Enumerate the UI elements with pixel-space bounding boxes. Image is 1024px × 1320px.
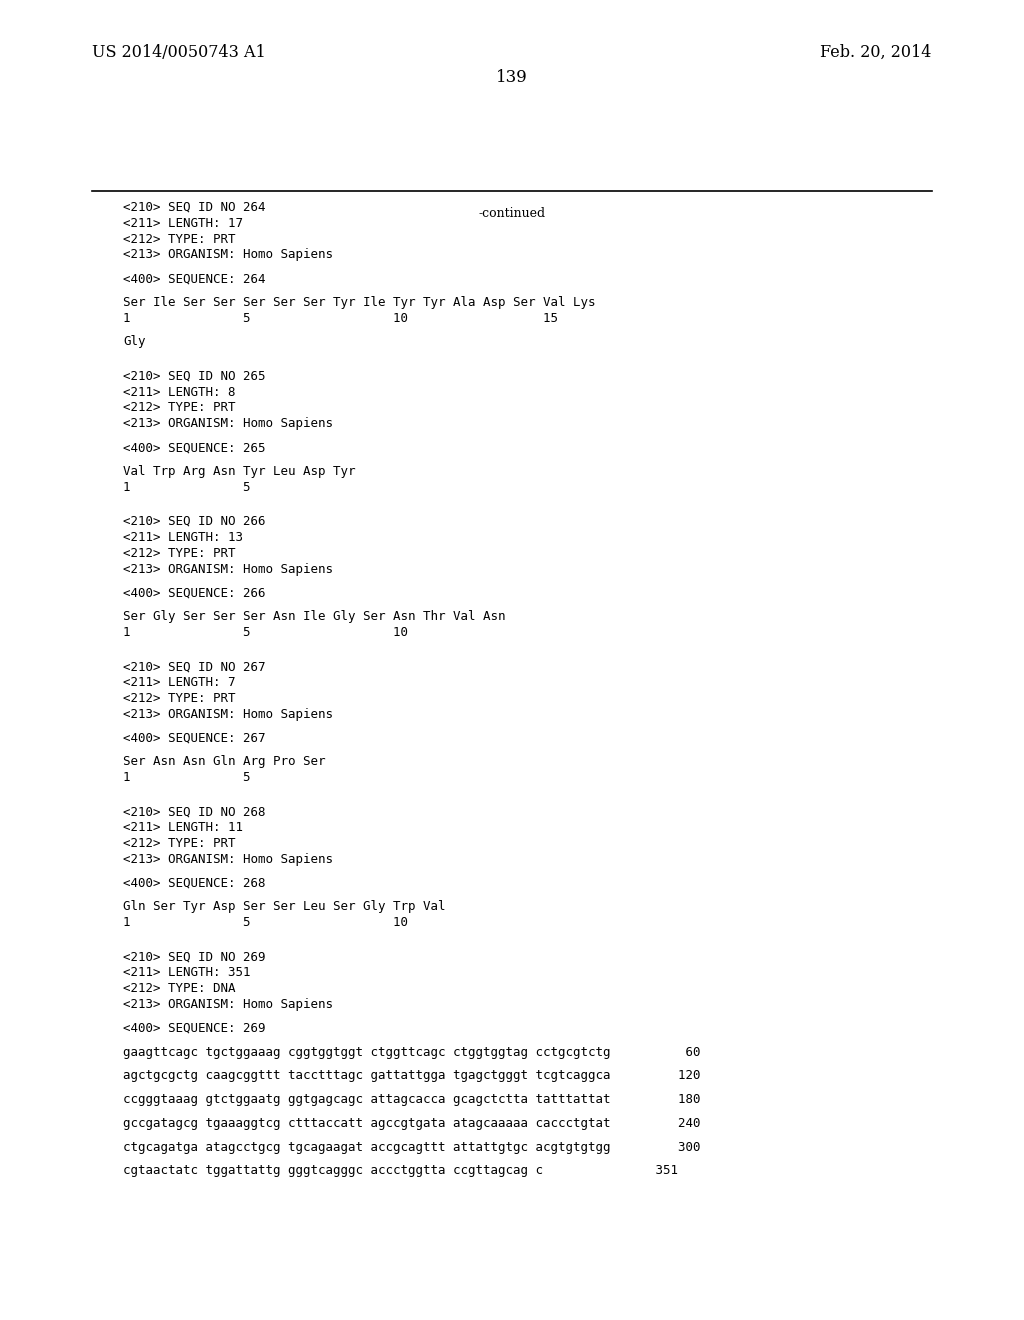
Text: agctgcgctg caagcggttt tacctttagc gattattgga tgagctgggt tcgtcaggca         120: agctgcgctg caagcggttt tacctttagc gattatt… (123, 1069, 700, 1082)
Text: <212> TYPE: PRT: <212> TYPE: PRT (123, 546, 236, 560)
Text: <211> LENGTH: 8: <211> LENGTH: 8 (123, 385, 236, 399)
Text: <211> LENGTH: 11: <211> LENGTH: 11 (123, 821, 243, 834)
Text: <210> SEQ ID NO 269: <210> SEQ ID NO 269 (123, 950, 265, 964)
Text: <400> SEQUENCE: 266: <400> SEQUENCE: 266 (123, 586, 265, 599)
Text: ccgggtaaag gtctggaatg ggtgagcagc attagcacca gcagctctta tatttattat         180: ccgggtaaag gtctggaatg ggtgagcagc attagca… (123, 1093, 700, 1106)
Text: 1               5                   10                  15: 1 5 10 15 (123, 312, 558, 325)
Text: cgtaactatc tggattattg gggtcagggc accctggtta ccgttagcag c               351: cgtaactatc tggattattg gggtcagggc accctgg… (123, 1164, 678, 1177)
Text: 1               5: 1 5 (123, 771, 251, 784)
Text: <400> SEQUENCE: 269: <400> SEQUENCE: 269 (123, 1022, 265, 1035)
Text: US 2014/0050743 A1: US 2014/0050743 A1 (92, 44, 266, 61)
Text: gccgatagcg tgaaaggtcg ctttaccatt agccgtgata atagcaaaaa caccctgtat         240: gccgatagcg tgaaaggtcg ctttaccatt agccgtg… (123, 1117, 700, 1130)
Text: Val Trp Arg Asn Tyr Leu Asp Tyr: Val Trp Arg Asn Tyr Leu Asp Tyr (123, 465, 355, 478)
Text: <213> ORGANISM: Homo Sapiens: <213> ORGANISM: Homo Sapiens (123, 853, 333, 866)
Text: <213> ORGANISM: Homo Sapiens: <213> ORGANISM: Homo Sapiens (123, 708, 333, 721)
Text: <212> TYPE: PRT: <212> TYPE: PRT (123, 401, 236, 414)
Text: -continued: -continued (478, 207, 546, 220)
Text: 1               5                   10: 1 5 10 (123, 916, 408, 929)
Text: <211> LENGTH: 17: <211> LENGTH: 17 (123, 216, 243, 230)
Text: <210> SEQ ID NO 268: <210> SEQ ID NO 268 (123, 805, 265, 818)
Text: <210> SEQ ID NO 267: <210> SEQ ID NO 267 (123, 660, 265, 673)
Text: <211> LENGTH: 7: <211> LENGTH: 7 (123, 676, 236, 689)
Text: <210> SEQ ID NO 266: <210> SEQ ID NO 266 (123, 515, 265, 528)
Text: <212> TYPE: DNA: <212> TYPE: DNA (123, 982, 236, 995)
Text: <213> ORGANISM: Homo Sapiens: <213> ORGANISM: Homo Sapiens (123, 562, 333, 576)
Text: <212> TYPE: PRT: <212> TYPE: PRT (123, 232, 236, 246)
Text: ctgcagatga atagcctgcg tgcagaagat accgcagttt attattgtgc acgtgtgtgg         300: ctgcagatga atagcctgcg tgcagaagat accgcag… (123, 1140, 700, 1154)
Text: Ser Ile Ser Ser Ser Ser Ser Tyr Ile Tyr Tyr Ala Asp Ser Val Lys: Ser Ile Ser Ser Ser Ser Ser Tyr Ile Tyr … (123, 296, 595, 309)
Text: Feb. 20, 2014: Feb. 20, 2014 (820, 44, 932, 61)
Text: <400> SEQUENCE: 267: <400> SEQUENCE: 267 (123, 731, 265, 744)
Text: <400> SEQUENCE: 264: <400> SEQUENCE: 264 (123, 272, 265, 285)
Text: Gln Ser Tyr Asp Ser Ser Leu Ser Gly Trp Val: Gln Ser Tyr Asp Ser Ser Leu Ser Gly Trp … (123, 900, 445, 913)
Text: 139: 139 (496, 69, 528, 86)
Text: <212> TYPE: PRT: <212> TYPE: PRT (123, 837, 236, 850)
Text: Ser Gly Ser Ser Ser Asn Ile Gly Ser Asn Thr Val Asn: Ser Gly Ser Ser Ser Asn Ile Gly Ser Asn … (123, 610, 506, 623)
Text: <400> SEQUENCE: 268: <400> SEQUENCE: 268 (123, 876, 265, 890)
Text: <400> SEQUENCE: 265: <400> SEQUENCE: 265 (123, 441, 265, 454)
Text: <213> ORGANISM: Homo Sapiens: <213> ORGANISM: Homo Sapiens (123, 998, 333, 1011)
Text: <211> LENGTH: 351: <211> LENGTH: 351 (123, 966, 251, 979)
Text: Ser Asn Asn Gln Arg Pro Ser: Ser Asn Asn Gln Arg Pro Ser (123, 755, 326, 768)
Text: gaagttcagc tgctggaaag cggtggtggt ctggttcagc ctggtggtag cctgcgtctg          60: gaagttcagc tgctggaaag cggtggtggt ctggttc… (123, 1045, 700, 1059)
Text: <212> TYPE: PRT: <212> TYPE: PRT (123, 692, 236, 705)
Text: <210> SEQ ID NO 264: <210> SEQ ID NO 264 (123, 201, 265, 214)
Text: <213> ORGANISM: Homo Sapiens: <213> ORGANISM: Homo Sapiens (123, 417, 333, 430)
Text: <211> LENGTH: 13: <211> LENGTH: 13 (123, 531, 243, 544)
Text: 1               5: 1 5 (123, 480, 251, 494)
Text: 1               5                   10: 1 5 10 (123, 626, 408, 639)
Text: <213> ORGANISM: Homo Sapiens: <213> ORGANISM: Homo Sapiens (123, 248, 333, 261)
Text: <210> SEQ ID NO 265: <210> SEQ ID NO 265 (123, 370, 265, 383)
Text: Gly: Gly (123, 335, 145, 348)
